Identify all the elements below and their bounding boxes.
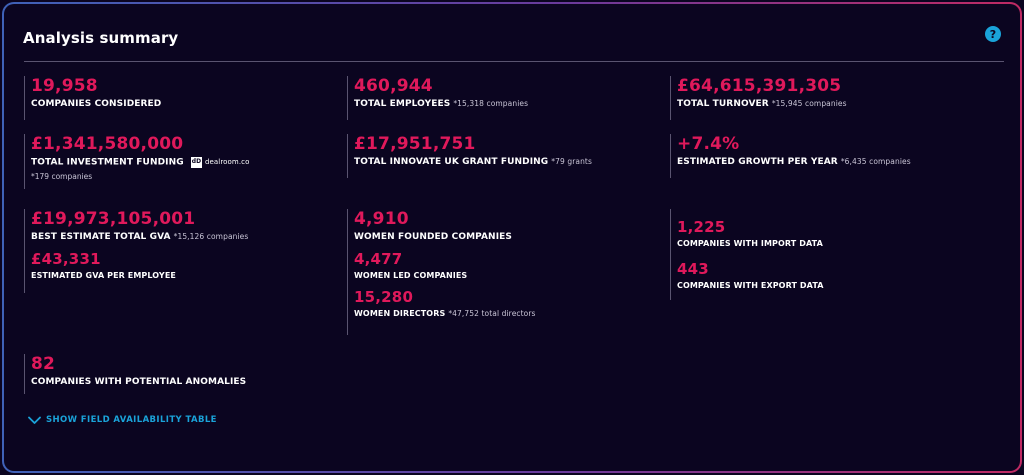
dealroom-logo-text: dealroom.co xyxy=(204,158,250,166)
metric-group-anomalies: 82 COMPANIES WITH POTENTIAL ANOMALIES xyxy=(24,354,246,394)
metric-label-text: TOTAL TURNOVER xyxy=(677,99,769,109)
header-divider xyxy=(24,61,1004,62)
metric-label: WOMEN LED COMPANIES xyxy=(354,271,468,280)
metric-total-turnover: £64,615,391,305 TOTAL TURNOVER *15,945 co… xyxy=(677,76,847,110)
metric-value: 15,280 xyxy=(354,288,414,306)
metric-label: TOTAL EMPLOYEES *15,318 companies xyxy=(354,98,528,110)
metric-value: 460,944 xyxy=(354,76,433,96)
metric-note: *6,435 companies xyxy=(840,157,911,166)
metric-group-growth: +7.4% ESTIMATED GROWTH PER YEAR *6,435 co… xyxy=(670,134,911,178)
toggle-label: SHOW FIELD AVAILABILITY TABLE xyxy=(46,415,217,425)
metric-note: *179 companies xyxy=(31,171,93,181)
metric-group-investment: £1,341,580,000 TOTAL INVESTMENT FUNDING … xyxy=(24,134,250,189)
metric-value: 1,225 xyxy=(677,218,726,236)
metric-group-companies: 19,958 COMPANIES CONSIDERED xyxy=(24,76,161,120)
metric-label: COMPANIES WITH IMPORT DATA xyxy=(677,239,823,248)
metric-label: COMPANIES WITH EXPORT DATA xyxy=(677,281,824,290)
metric-label: BEST ESTIMATE TOTAL GVA *15,126 companies xyxy=(31,231,248,243)
metric-label: ESTIMATED GVA PER EMPLOYEE xyxy=(31,271,176,280)
metric-total-gva: £19,973,105,001 BEST ESTIMATE TOTAL GVA *… xyxy=(31,209,248,243)
metric-value: £1,341,580,000 xyxy=(31,134,184,154)
metric-group-trade: 1,225 COMPANIES WITH IMPORT DATA 443 COM… xyxy=(670,209,824,300)
metric-group-gva: £19,973,105,001 BEST ESTIMATE TOTAL GVA *… xyxy=(24,209,248,293)
metric-label: TOTAL TURNOVER *15,945 companies xyxy=(677,98,847,110)
metric-value: £43,331 xyxy=(31,250,101,268)
metric-label-text: TOTAL EMPLOYEES xyxy=(354,99,451,109)
metric-anomalies: 82 COMPANIES WITH POTENTIAL ANOMALIES xyxy=(31,354,246,388)
metric-note: *15,945 companies xyxy=(771,99,847,108)
metric-import-data: 1,225 COMPANIES WITH IMPORT DATA xyxy=(677,218,824,250)
metric-value: 4,477 xyxy=(354,250,403,268)
metric-value: £64,615,391,305 xyxy=(677,76,842,96)
metric-label-text: TOTAL INVESTMENT FUNDING xyxy=(31,157,184,168)
metric-label: WOMEN DIRECTORS *47,752 total directors xyxy=(354,308,536,320)
metric-export-data: 443 COMPANIES WITH EXPORT DATA xyxy=(677,260,824,292)
metric-label-text: TOTAL INNOVATE UK GRANT FUNDING xyxy=(354,157,549,167)
metric-note: *79 grants xyxy=(551,157,592,166)
metric-companies-considered: 19,958 COMPANIES CONSIDERED xyxy=(31,76,161,110)
metric-value: £19,973,105,001 xyxy=(31,209,196,229)
metric-label: COMPANIES CONSIDERED xyxy=(31,99,162,109)
metric-women-founded: 4,910 WOMEN FOUNDED COMPANIES xyxy=(354,209,536,243)
panel-title: Analysis summary xyxy=(23,29,179,47)
metric-label: TOTAL INNOVATE UK GRANT FUNDING *79 grant… xyxy=(354,156,592,168)
metric-note: *15,126 companies xyxy=(173,232,249,241)
metric-value: 82 xyxy=(31,354,56,374)
metric-label: ESTIMATED GROWTH PER YEAR *6,435 companie… xyxy=(677,156,911,168)
metric-note: *15,318 companies xyxy=(453,99,529,108)
chevron-down-icon xyxy=(28,416,41,424)
metric-growth-per-year: +7.4% ESTIMATED GROWTH PER YEAR *6,435 co… xyxy=(677,134,911,168)
metric-label-text: BEST ESTIMATE TOTAL GVA xyxy=(31,232,171,242)
dealroom-logo[interactable]: dD dealroom.co xyxy=(190,156,250,168)
metric-value: 443 xyxy=(677,260,709,278)
metric-note: *47,752 total directors xyxy=(448,309,536,318)
metric-value: +7.4% xyxy=(677,134,740,154)
dealroom-logo-mark: dD xyxy=(190,156,202,168)
metric-women-led: 4,477 WOMEN LED COMPANIES xyxy=(354,250,536,282)
metric-gva-per-employee: £43,331 ESTIMATED GVA PER EMPLOYEE xyxy=(31,250,248,282)
metric-label-text: ESTIMATED GROWTH PER YEAR xyxy=(677,157,838,167)
metric-group-turnover: £64,615,391,305 TOTAL TURNOVER *15,945 co… xyxy=(670,76,847,120)
metric-label: WOMEN FOUNDED COMPANIES xyxy=(354,232,512,242)
metric-investment-funding: £1,341,580,000 TOTAL INVESTMENT FUNDING … xyxy=(31,134,250,181)
metric-group-employees: 460,944 TOTAL EMPLOYEES *15,318 companies xyxy=(347,76,528,120)
metric-innovate-uk-grant: £17,951,751 TOTAL INNOVATE UK GRANT FUND… xyxy=(354,134,592,168)
metric-value: 4,910 xyxy=(354,209,409,229)
metric-label: TOTAL INVESTMENT FUNDING dD dealroom.co xyxy=(31,156,250,169)
metric-value: £17,951,751 xyxy=(354,134,476,154)
metric-label: COMPANIES WITH POTENTIAL ANOMALIES xyxy=(31,377,247,387)
metric-women-directors: 15,280 WOMEN DIRECTORS *47,752 total dire… xyxy=(354,288,536,320)
metric-label-text: WOMEN DIRECTORS xyxy=(354,309,446,318)
metric-group-women: 4,910 WOMEN FOUNDED COMPANIES 4,477 WOME… xyxy=(347,209,536,335)
show-field-availability-toggle[interactable]: SHOW FIELD AVAILABILITY TABLE xyxy=(28,415,217,425)
help-icon[interactable]: ? xyxy=(985,26,1001,42)
metric-total-employees: 460,944 TOTAL EMPLOYEES *15,318 companies xyxy=(354,76,528,110)
metric-value: 19,958 xyxy=(31,76,98,96)
metric-group-grant: £17,951,751 TOTAL INNOVATE UK GRANT FUND… xyxy=(347,134,592,178)
